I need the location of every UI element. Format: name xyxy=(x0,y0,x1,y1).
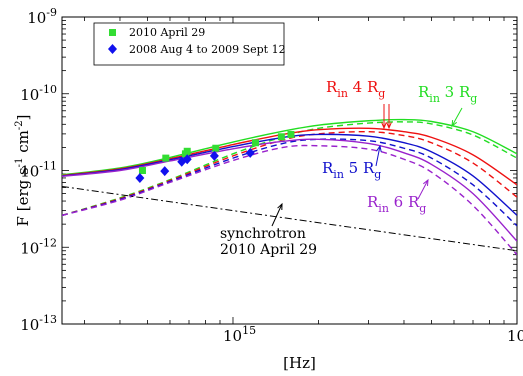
data-point-diamond xyxy=(182,154,192,165)
curve-label-1: Rin 4 Rg xyxy=(326,78,385,100)
axis-ticks xyxy=(62,16,518,325)
y-tick-label-exp: -12 xyxy=(39,236,57,249)
y-tick-label: 10-12 xyxy=(20,236,57,257)
model-curve-solid-3 xyxy=(62,138,517,242)
data-point-diamond xyxy=(245,147,255,158)
curve-label-r: R xyxy=(326,78,338,96)
data-point-square xyxy=(212,144,220,152)
y-axis-title-exp: -1 xyxy=(14,158,25,168)
y-tick-label: 10-11 xyxy=(20,160,57,181)
data-point-diamond xyxy=(209,150,219,161)
x-tick-label: 1016 xyxy=(507,324,523,345)
arrow-6rg-head xyxy=(423,178,429,187)
y-tick-label-exp: -9 xyxy=(46,6,57,19)
model-curve-dashed-2 xyxy=(62,138,517,227)
curve-label-sub: in xyxy=(333,168,344,181)
curve-label-value: 4 R xyxy=(348,78,379,96)
y-axis-title-mid: cm xyxy=(14,130,32,157)
legend: 2010 April 29 2008 Aug 4 to 2009 Sept 12 xyxy=(93,22,286,66)
data-point-square xyxy=(287,130,295,138)
data-point-square xyxy=(251,139,259,147)
data-point-square xyxy=(183,147,191,155)
synchrotron-label-line2: 2010 April 29 xyxy=(220,242,317,258)
curve-label-sub: g xyxy=(419,202,426,215)
arrow-5rg xyxy=(375,145,381,167)
model-curve-dashed-0 xyxy=(62,121,517,217)
y-tick-label: 10-13 xyxy=(20,313,57,334)
x-tick-label-exp: 15 xyxy=(242,324,256,337)
arrow-4rg-b-head xyxy=(386,122,392,130)
curve-label-0: Rin 3 Rg xyxy=(418,83,477,105)
model-curve-solid-1 xyxy=(62,127,517,186)
y-axis-title: F [erg s-1 cm-2] xyxy=(14,115,32,227)
legend-box xyxy=(93,22,285,66)
y-tick-label: 10-10 xyxy=(20,83,57,104)
y-tick-label-exp: -13 xyxy=(39,313,57,326)
data-point-diamond xyxy=(160,166,170,177)
x-tick-label-base: 10 xyxy=(507,327,523,345)
model-curve-dashed-1 xyxy=(62,130,517,217)
y-axis-title-exp: -2 xyxy=(14,120,25,130)
data-point-square xyxy=(277,133,285,141)
curve-label-sub: in xyxy=(378,202,389,215)
arrow-3rg xyxy=(451,107,463,127)
curve-label-sub: g xyxy=(374,168,381,181)
y-tick-label-exp: -10 xyxy=(39,83,57,96)
curve-label-sub: g xyxy=(470,92,477,105)
y-axis-title-main: F [erg s xyxy=(14,167,32,226)
curve-label-sub: in xyxy=(429,92,440,105)
curve-label-sub: in xyxy=(337,87,348,100)
data-point-square xyxy=(138,167,146,174)
x-axis-title: [Hz] xyxy=(283,354,316,372)
curve-label-value: 6 R xyxy=(389,193,420,211)
curve-label-value: 3 R xyxy=(440,83,471,101)
y-tick-label-exp: -11 xyxy=(39,160,57,173)
model-curve-solid-2 xyxy=(62,133,517,216)
y-tick-label-base: 10 xyxy=(27,9,46,27)
legend-marker-diamond xyxy=(108,44,117,54)
curve-label-r: R xyxy=(418,83,430,101)
data-point-diamond xyxy=(135,172,145,183)
y-tick-label-base: 10 xyxy=(20,239,39,257)
curve-label-r: R xyxy=(367,193,379,211)
y-tick-label: 10-9 xyxy=(27,6,57,27)
arrow-synchrotron-head xyxy=(277,202,283,211)
synchrotron-line xyxy=(62,185,517,252)
legend-label-2010: 2010 April 29 xyxy=(129,26,205,39)
curve-label-sub: g xyxy=(378,87,385,100)
model-curves xyxy=(62,118,517,256)
data-points xyxy=(135,130,295,183)
legend-label-2008: 2008 Aug 4 to 2009 Sept 12 xyxy=(129,43,286,56)
curve-label-r: R xyxy=(322,159,334,177)
synchrotron-curve xyxy=(62,185,517,252)
model-curve-solid-0 xyxy=(62,118,517,176)
curve-label-2: Rin 5 Rg xyxy=(322,159,381,181)
curve-label-value: 5 R xyxy=(344,159,375,177)
model-curve-dashed-3 xyxy=(62,144,517,256)
arrow-4rg-a-head xyxy=(381,122,387,130)
arrow-synchrotron xyxy=(271,203,283,227)
y-axis-title-close: ] xyxy=(14,115,32,121)
legend-marker-square xyxy=(109,29,116,36)
x-tick-label: 1015 xyxy=(223,324,256,345)
arrow-5rg-head xyxy=(376,144,382,152)
arrow-3rg-head xyxy=(451,119,458,128)
curve-label-3: Rin 6 Rg xyxy=(367,193,426,215)
y-tick-label-base: 10 xyxy=(20,163,39,181)
y-tick-label-base: 10 xyxy=(20,316,39,334)
y-tick-label-base: 10 xyxy=(20,86,39,104)
data-point-square xyxy=(162,154,170,162)
arrow-6rg xyxy=(417,179,429,200)
x-tick-label-base: 10 xyxy=(223,327,242,345)
synchrotron-label-line1: synchrotron xyxy=(220,226,306,242)
